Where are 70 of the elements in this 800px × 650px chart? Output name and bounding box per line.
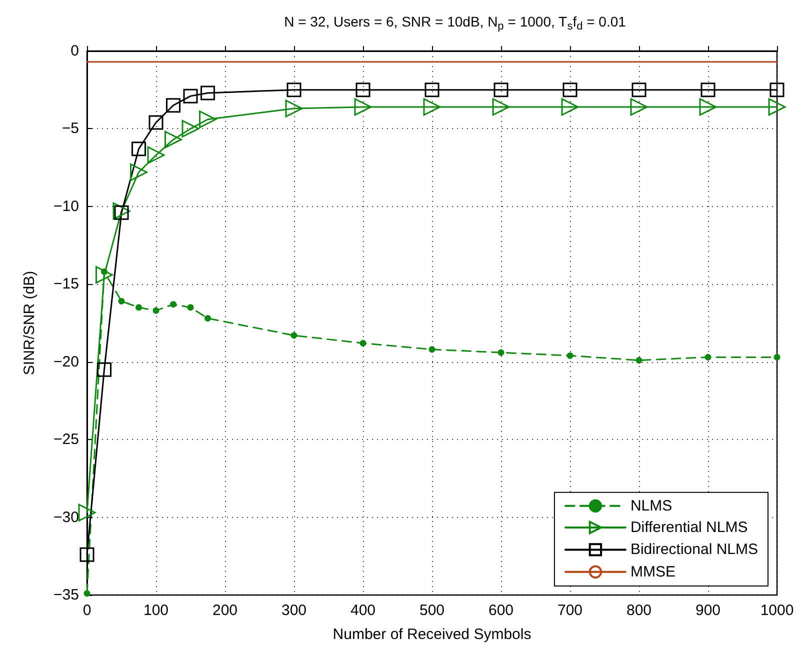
legend-label: NLMS xyxy=(630,497,672,514)
y-tick-label: −25 xyxy=(54,431,79,448)
x-tick-label: 200 xyxy=(212,602,238,619)
point xyxy=(492,98,510,116)
point xyxy=(423,98,441,116)
x-axis-title: Number of Received Symbols xyxy=(332,626,532,643)
y-tick-label: 0 xyxy=(70,42,79,60)
point xyxy=(428,346,436,353)
x-tick-label: 300 xyxy=(281,602,307,619)
y-tick-label: −5 xyxy=(62,120,79,138)
y-tick-label: −20 xyxy=(54,353,79,370)
point xyxy=(704,354,712,360)
point xyxy=(130,163,148,181)
point xyxy=(700,82,716,98)
legend-label: Differential NLMS xyxy=(630,519,748,536)
point xyxy=(632,82,646,98)
point xyxy=(112,202,130,220)
point xyxy=(356,82,370,98)
x-tick-label: 800 xyxy=(626,602,652,619)
point xyxy=(182,120,200,138)
x-tick-label: 900 xyxy=(695,602,721,619)
point xyxy=(148,115,164,130)
point xyxy=(699,98,717,116)
point xyxy=(200,86,215,100)
legend-label: Bidirectional NLMS xyxy=(630,541,758,558)
y-tick-label: −30 xyxy=(54,508,79,526)
point xyxy=(183,88,198,104)
point xyxy=(187,304,194,311)
point xyxy=(170,301,176,308)
point xyxy=(774,354,780,360)
x-tick-label: 500 xyxy=(419,602,445,619)
point xyxy=(199,110,216,128)
x-tick-label: 400 xyxy=(350,602,376,619)
point xyxy=(494,82,508,98)
point xyxy=(286,82,302,98)
point xyxy=(136,304,142,311)
y-tick-label: −10 xyxy=(54,198,79,215)
point xyxy=(360,340,366,346)
point xyxy=(164,130,182,148)
point xyxy=(770,82,784,98)
point xyxy=(96,266,113,284)
point xyxy=(80,547,94,562)
x-tick-label: 600 xyxy=(488,602,514,619)
point xyxy=(566,352,574,359)
x-tick-label: 0 xyxy=(82,602,92,619)
x-tick-label: 100 xyxy=(143,602,169,619)
point xyxy=(768,98,786,116)
y-axis-title: SINR/SNR (dB) xyxy=(21,270,38,376)
point xyxy=(290,332,298,339)
point xyxy=(630,98,648,116)
x-tick-label: 700 xyxy=(557,602,583,619)
x-tick-label: 1000 xyxy=(760,602,794,619)
point xyxy=(424,82,440,98)
point xyxy=(498,349,504,356)
point xyxy=(147,146,165,164)
point xyxy=(78,504,96,522)
point xyxy=(285,100,303,118)
point xyxy=(132,142,146,156)
point xyxy=(152,307,160,314)
point xyxy=(636,357,642,364)
point xyxy=(118,298,125,304)
point xyxy=(561,98,579,116)
point xyxy=(354,98,372,116)
point xyxy=(204,315,211,322)
y-tick-label: −15 xyxy=(54,276,79,293)
y-tick-label: −35 xyxy=(54,586,79,604)
point xyxy=(97,362,112,377)
point xyxy=(562,82,578,98)
point xyxy=(166,98,180,113)
legend-label: MMSE xyxy=(630,563,676,580)
